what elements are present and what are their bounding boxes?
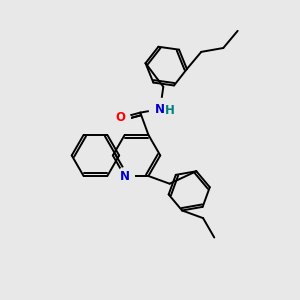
Text: O: O	[116, 111, 126, 124]
Text: H: H	[165, 104, 175, 117]
Text: N: N	[120, 169, 130, 182]
Text: N: N	[155, 103, 165, 116]
